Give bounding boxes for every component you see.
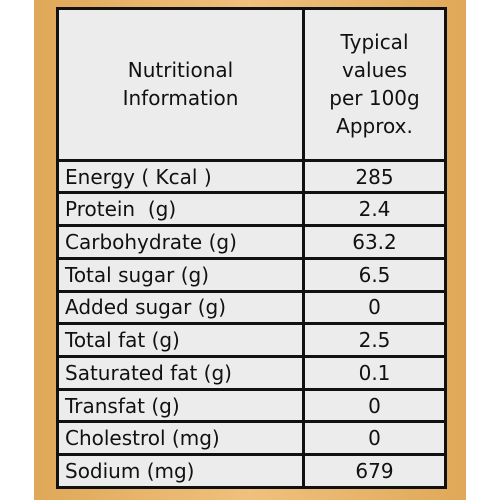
nutrient-name: Total fat (g) xyxy=(56,322,305,358)
table-row: Total fat (g) 2.5 xyxy=(56,322,447,358)
table-row: Added sugar (g) 0 xyxy=(56,289,447,326)
nutrient-value: 0 xyxy=(302,420,447,457)
nutrient-name: Added sugar (g) xyxy=(56,289,305,326)
nutrient-name: Saturated fat (g) xyxy=(56,354,305,391)
nutrient-name: Transfat (g) xyxy=(56,387,305,424)
nutrient-name: Carbohydrate (g) xyxy=(56,224,305,260)
table-row: Transfat (g) 0 xyxy=(56,387,447,424)
table-row: Saturated fat (g) 0.1 xyxy=(56,354,447,391)
nutrient-value: 2.4 xyxy=(302,191,447,228)
table-row: Sodium (mg) 679 xyxy=(56,453,447,489)
nutrient-value: 0.1 xyxy=(302,354,447,391)
table-row: Energy ( Kcal ) 285 xyxy=(56,158,447,195)
header-line: Nutritional xyxy=(127,58,234,83)
nutrient-value: 0 xyxy=(302,387,447,424)
header-row: Nutritional Information Typical values per 1… xyxy=(56,7,447,162)
table-row: Cholestrol (mg) 0 xyxy=(56,420,447,457)
nutrient-value: 285 xyxy=(302,158,447,195)
header-line: values xyxy=(341,58,408,83)
header-line: Information xyxy=(122,86,239,111)
table-body: Nutritional Information Typical values per 1… xyxy=(56,7,447,489)
nutrient-name: Energy ( Kcal ) xyxy=(56,158,305,195)
nutrition-table: Nutritional Information Typical values per 1… xyxy=(56,7,447,489)
nutrient-name: Total sugar (g) xyxy=(56,256,305,293)
nutrient-name: Sodium (mg) xyxy=(56,453,305,489)
nutrient-value: 0 xyxy=(302,289,447,326)
nutrient-value: 63.2 xyxy=(302,224,447,260)
header-cell: Nutritional Information xyxy=(56,7,305,162)
header-line: per 100g xyxy=(329,86,420,111)
nutrient-value: 6.5 xyxy=(302,256,447,293)
nutrient-name: Protein (g) xyxy=(56,191,305,228)
table-row: Carbohydrate (g) 63.2 xyxy=(56,224,447,260)
table-row: Total sugar (g) 6.5 xyxy=(56,256,447,293)
nutrient-value: 2.5 xyxy=(302,322,447,358)
nutrient-name: Cholestrol (mg) xyxy=(56,420,305,457)
header-cell: Typical values per 100g Approx. xyxy=(302,7,447,162)
header-line: Typical xyxy=(340,30,409,55)
header-line: Approx. xyxy=(336,114,413,139)
table-row: Protein (g) 2.4 xyxy=(56,191,447,228)
nutrient-value: 679 xyxy=(302,453,447,489)
